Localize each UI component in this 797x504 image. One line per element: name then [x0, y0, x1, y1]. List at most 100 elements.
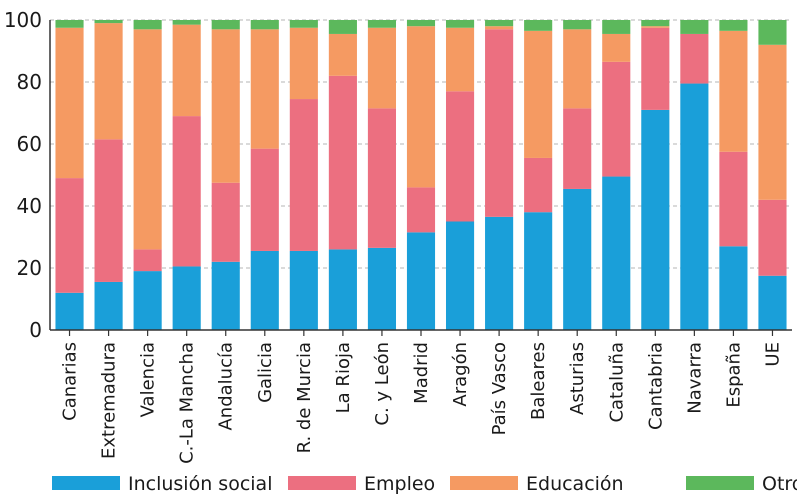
- bar-segment: [211, 29, 240, 183]
- y-tick-label: 20: [17, 256, 42, 280]
- bar-segment: [563, 188, 592, 330]
- category-label: Andalucía: [216, 342, 237, 431]
- y-tick-label: 80: [17, 70, 42, 94]
- bar-segment: [524, 212, 553, 330]
- bar-segment: [680, 20, 709, 34]
- category-label: C. y León: [372, 342, 393, 426]
- bar-segment: [250, 148, 279, 251]
- bar-segment: [485, 26, 514, 30]
- category-label: Cantabria: [645, 342, 666, 430]
- bar-segment: [55, 292, 84, 330]
- legend-label: Otros: [762, 473, 797, 495]
- bar-segment: [328, 33, 357, 76]
- bar-segment: [367, 20, 397, 28]
- bar-segment: [758, 20, 787, 45]
- y-tick-label: 40: [17, 194, 42, 218]
- category-label: Cataluña: [606, 342, 627, 423]
- bar-segment: [641, 26, 670, 28]
- category-labels: Canarias Extremadura Valencia C.-La Mancha A…: [60, 342, 784, 464]
- legend-swatch: [450, 476, 518, 490]
- bar-segment: [524, 30, 553, 158]
- bar-segment: [758, 44, 787, 200]
- bar-segment: [289, 250, 318, 330]
- bar-segment: [172, 20, 201, 25]
- category-label: R. de Murcia: [294, 342, 315, 453]
- bar-segment: [367, 247, 397, 330]
- legend-swatch: [288, 476, 356, 490]
- bar-segment: [94, 20, 123, 24]
- axes: [49, 20, 792, 336]
- bar-segment: [250, 29, 279, 149]
- bar-segment: [641, 109, 670, 331]
- y-tick-label: 100: [4, 8, 42, 32]
- category-label: Madrid: [411, 342, 432, 404]
- bar-segment: [289, 99, 318, 251]
- bar-segment: [524, 20, 553, 31]
- bar-segment: [133, 29, 162, 250]
- category-label: Navarra: [684, 342, 705, 414]
- legend-swatch: [686, 476, 754, 490]
- bars: [55, 20, 787, 331]
- category-label: Galicia: [255, 342, 276, 403]
- bar-segment: [211, 20, 240, 30]
- bar-segment: [211, 182, 240, 262]
- bar-segment: [172, 116, 201, 267]
- bar-segment: [602, 33, 631, 62]
- bar-segment: [172, 24, 201, 117]
- bar-segment: [94, 281, 123, 330]
- bar-segment: [641, 20, 670, 27]
- bar-segment: [250, 250, 279, 330]
- bar-segment: [563, 20, 592, 30]
- bar-segment: [641, 27, 670, 110]
- bar-segment: [328, 20, 357, 34]
- bar-segment: [55, 27, 84, 179]
- bar-segment: [485, 216, 514, 330]
- bar-segment: [602, 20, 631, 34]
- category-label: Valencia: [138, 342, 159, 417]
- bar-segment: [406, 26, 436, 188]
- bar-segment: [289, 27, 318, 100]
- category-label: La Rioja: [333, 342, 354, 413]
- bar-segment: [55, 178, 84, 293]
- category-label: Baleares: [528, 342, 549, 420]
- bar-segment: [367, 27, 397, 109]
- bar-segment: [485, 29, 514, 217]
- bar-segment: [680, 83, 709, 330]
- category-label: C.-La Mancha: [177, 342, 198, 464]
- category-label: Canarias: [60, 342, 81, 421]
- bar-segment: [758, 275, 787, 330]
- bar-segment: [719, 30, 748, 152]
- bar-segment: [602, 61, 631, 177]
- bar-segment: [563, 29, 592, 109]
- bar-segment: [719, 246, 748, 330]
- bar-segment: [680, 33, 709, 84]
- bar-segment: [563, 108, 592, 189]
- bar-segment: [406, 187, 436, 233]
- bar-segment: [133, 271, 162, 330]
- legend-label: Inclusión social: [128, 473, 272, 495]
- bar-segment: [133, 249, 162, 272]
- bar-segment: [211, 261, 240, 330]
- category-label: Aragón: [450, 342, 471, 407]
- bar-segment: [485, 20, 514, 27]
- bar-segment: [406, 20, 436, 27]
- bar-segment: [719, 20, 748, 31]
- bar-segment: [328, 75, 357, 250]
- bar-segment: [758, 199, 787, 276]
- bar-segment: [172, 266, 201, 330]
- bar-segment: [602, 176, 631, 330]
- bar-segment: [445, 91, 475, 222]
- bar-segment: [250, 20, 279, 30]
- bar-segment: [719, 151, 748, 247]
- legend-swatch: [52, 476, 120, 490]
- category-label: España: [723, 342, 744, 408]
- bar-segment: [406, 232, 436, 330]
- legend: Inclusión social Empleo Educación Otros: [52, 473, 797, 495]
- category-label: Extremadura: [99, 342, 120, 459]
- bar-segment: [328, 249, 357, 330]
- legend-label: Educación: [526, 473, 624, 495]
- bar-segment: [445, 20, 475, 28]
- category-label: Asturias: [567, 342, 588, 415]
- bar-segment: [133, 20, 162, 30]
